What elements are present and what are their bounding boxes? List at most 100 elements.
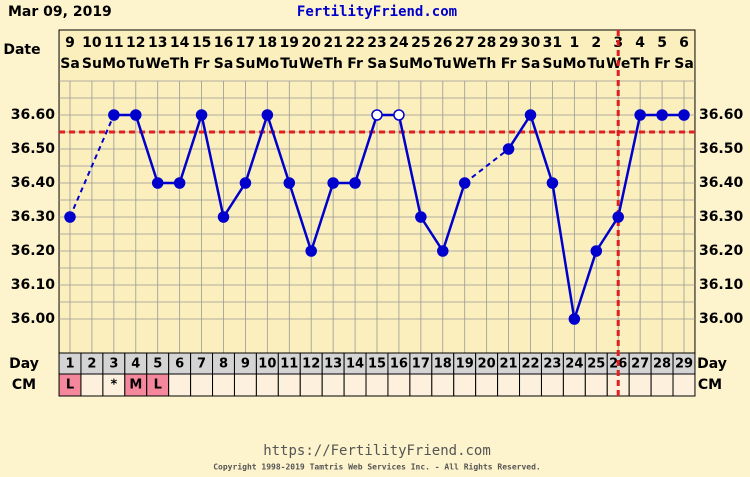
cm-label: CM — [12, 377, 36, 393]
temperature-point — [634, 109, 646, 121]
date-label: 25 — [411, 35, 430, 51]
weekday-label: Mo — [563, 56, 587, 72]
cm-cell — [497, 373, 521, 397]
cm-cell — [212, 373, 235, 397]
weekday-label: Th — [170, 56, 190, 72]
cm-cell — [299, 373, 323, 397]
date-label: 16 — [214, 35, 233, 51]
date-label: 18 — [258, 35, 277, 51]
site-title: FertilityFriend.com — [297, 4, 457, 20]
weekday-label: Th — [323, 56, 343, 72]
date-label: 2 — [591, 35, 601, 51]
date-label: 30 — [521, 35, 541, 51]
day-number: 7 — [197, 357, 206, 372]
date-label: Date — [3, 42, 40, 58]
day-number: 20 — [478, 357, 496, 372]
cm-cell — [343, 373, 367, 397]
date-label: 11 — [104, 35, 123, 51]
cm-cell — [387, 373, 411, 397]
date-label: 22 — [345, 35, 364, 51]
date-label: 28 — [477, 35, 496, 51]
weekday-label: We — [452, 56, 476, 72]
temperature-point — [502, 143, 515, 155]
day-number: 9 — [241, 357, 250, 372]
date-label: 9 — [65, 35, 75, 51]
temperature-point — [217, 211, 230, 223]
day-number: 23 — [543, 357, 561, 372]
weekday-label: Tu — [280, 56, 298, 72]
weekday-label: Su — [389, 56, 409, 72]
day-number: 3 — [109, 357, 118, 372]
date-label: 24 — [389, 35, 409, 51]
date-label: 13 — [148, 35, 167, 51]
cm-cell — [365, 373, 389, 397]
weekday-label: Tu — [587, 56, 605, 72]
temperature-point — [327, 177, 339, 189]
y-tick-label: 36.60 — [699, 107, 744, 123]
day-number: 6 — [175, 357, 184, 372]
copyright: Copyright 1998-2019 Tamtris Web Services… — [213, 462, 541, 472]
date-label: 27 — [455, 35, 474, 51]
weekday-label: Mo — [409, 56, 433, 72]
date-label: 6 — [679, 35, 689, 51]
temperature-point — [656, 109, 668, 121]
temperature-point — [590, 245, 603, 257]
day-number: 18 — [434, 357, 452, 372]
day-number: 19 — [456, 357, 474, 372]
y-tick-label: 36.20 — [11, 243, 56, 259]
day-number: 28 — [653, 357, 671, 372]
temperature-point — [305, 245, 317, 257]
date-label: 1 — [569, 35, 579, 51]
weekday-label: Sa — [674, 56, 694, 72]
temperature-point — [239, 177, 252, 189]
y-tick-label: 36.30 — [699, 209, 744, 225]
day-number: 12 — [302, 357, 320, 372]
cm-cell — [672, 373, 696, 397]
weekday-label: Mo — [102, 56, 126, 72]
y-tick-label: 36.50 — [699, 141, 744, 157]
temperature-point — [546, 177, 559, 189]
day-number: 5 — [153, 357, 162, 372]
date-label: 31 — [543, 35, 562, 51]
cm-value: * — [110, 378, 117, 393]
weekday-label: Sa — [521, 56, 541, 72]
temperature-point — [130, 109, 142, 121]
cm-cell — [233, 373, 257, 397]
day-number: 15 — [368, 357, 386, 372]
date-label: 14 — [170, 35, 190, 51]
weekday-label: Fr — [194, 56, 210, 72]
day-number: 10 — [258, 357, 276, 372]
temperature-point — [349, 177, 361, 189]
cm-cell — [321, 373, 345, 397]
y-tick-label: 36.60 — [11, 107, 56, 123]
date-label: 21 — [323, 35, 342, 51]
y-tick-label: 36.30 — [11, 209, 56, 225]
cm-cell — [168, 373, 192, 397]
temperature-point — [108, 109, 120, 121]
date-label: 12 — [126, 35, 145, 51]
cm-cell — [277, 373, 301, 397]
date-label: 29 — [499, 35, 518, 51]
day-number: 2 — [87, 357, 96, 372]
temperature-point — [415, 211, 427, 223]
cm-cell — [190, 373, 214, 397]
gap-bridge — [464, 148, 510, 184]
temperature-point — [195, 109, 208, 121]
cm-cell — [628, 373, 652, 397]
weekday-label: Mo — [256, 56, 280, 72]
day-number: 27 — [631, 357, 649, 372]
day-number: 1 — [65, 357, 74, 372]
weekday-label: Tu — [434, 56, 452, 72]
weekday-label: Sa — [214, 56, 234, 72]
weekday-label: Sa — [367, 56, 387, 72]
cm-value: M — [129, 378, 142, 393]
day-number: 24 — [565, 357, 583, 372]
date-label: 10 — [82, 35, 102, 51]
temperature-point — [568, 313, 581, 325]
weekday-label: Su — [542, 56, 562, 72]
date-label: 15 — [192, 35, 211, 51]
cm-cell — [540, 373, 564, 397]
y-tick-label: 36.10 — [11, 277, 56, 293]
temperature-point — [151, 177, 164, 189]
